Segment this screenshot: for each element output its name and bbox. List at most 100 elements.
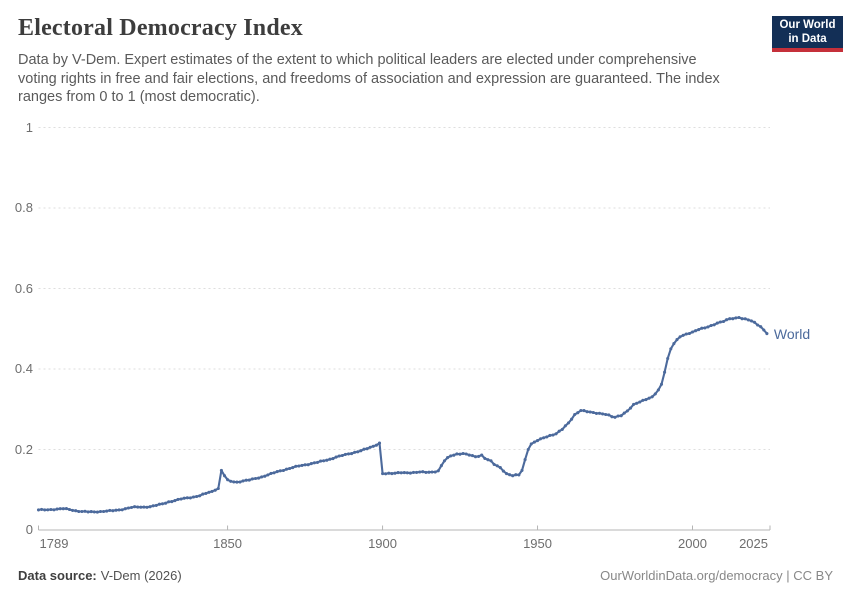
world-data-point[interactable] (95, 510, 99, 514)
world-data-point[interactable] (731, 317, 735, 321)
world-data-point[interactable] (294, 464, 298, 468)
world-data-point[interactable] (734, 316, 738, 320)
world-data-point[interactable] (117, 508, 121, 512)
world-data-point[interactable] (241, 479, 245, 483)
world-data-point[interactable] (80, 509, 84, 514)
world-data-point[interactable] (604, 412, 608, 417)
world-data-point[interactable] (625, 409, 629, 413)
world-data-point[interactable] (579, 408, 583, 413)
world-data-point[interactable] (644, 398, 648, 402)
world-series-line[interactable] (36, 315, 769, 514)
world-data-point[interactable] (411, 470, 416, 474)
world-data-point[interactable] (700, 326, 704, 330)
world-data-point[interactable] (377, 441, 382, 445)
world-data-point[interactable] (452, 453, 456, 457)
world-data-point[interactable] (356, 450, 360, 454)
world-data-point[interactable] (371, 444, 375, 448)
world-data-point[interactable] (164, 501, 168, 505)
world-data-point[interactable] (381, 472, 385, 476)
world-data-point[interactable] (232, 480, 236, 484)
world-data-point[interactable] (737, 315, 741, 320)
world-data-point[interactable] (721, 319, 726, 324)
world-data-point[interactable] (656, 388, 660, 392)
world-data-point[interactable] (108, 508, 112, 512)
world-data-point[interactable] (179, 497, 183, 501)
world-data-point[interactable] (706, 325, 710, 329)
world-data-point[interactable] (402, 471, 406, 475)
world-data-point[interactable] (601, 412, 605, 416)
world-data-point[interactable] (281, 468, 285, 473)
world-data-point[interactable] (647, 396, 651, 400)
world-data-point[interactable] (529, 442, 533, 446)
world-data-point[interactable] (526, 447, 530, 452)
world-data-point[interactable] (582, 409, 586, 413)
world-data-point[interactable] (690, 330, 695, 334)
world-data-point[interactable] (46, 508, 50, 512)
world-data-point[interactable] (743, 317, 747, 321)
world-data-point[interactable] (346, 452, 351, 456)
world-data-point[interactable] (470, 454, 474, 458)
world-data-point[interactable] (167, 500, 171, 504)
world-data-point[interactable] (405, 471, 409, 475)
world-data-point[interactable] (210, 489, 214, 493)
world-data-point[interactable] (585, 410, 589, 414)
world-data-point[interactable] (365, 447, 369, 451)
world-data-point[interactable] (746, 318, 750, 322)
world-data-point[interactable] (607, 413, 611, 417)
world-data-point[interactable] (594, 411, 598, 415)
world-data-point[interactable] (548, 433, 552, 437)
world-data-point[interactable] (523, 458, 527, 462)
world-data-point[interactable] (61, 507, 65, 511)
world-data-point[interactable] (458, 452, 462, 456)
world-data-point[interactable] (142, 505, 146, 509)
world-data-point[interactable] (291, 466, 295, 470)
world-data-point[interactable] (415, 470, 419, 474)
world-data-point[interactable] (198, 494, 202, 498)
world-data-point[interactable] (653, 392, 657, 396)
world-data-point[interactable] (504, 472, 509, 476)
world-data-point[interactable] (749, 319, 753, 323)
world-data-point[interactable] (185, 496, 189, 500)
world-data-point[interactable] (638, 400, 642, 404)
world-data-point[interactable] (105, 509, 109, 513)
world-data-point[interactable] (616, 414, 620, 418)
world-data-point[interactable] (337, 454, 341, 458)
world-data-point[interactable] (718, 320, 722, 324)
world-data-point[interactable] (442, 459, 447, 463)
world-data-point[interactable] (384, 472, 388, 476)
world-data-point[interactable] (619, 414, 623, 418)
world-data-point[interactable] (250, 477, 254, 481)
world-data-point[interactable] (663, 370, 667, 374)
world-data-point[interactable] (467, 453, 471, 457)
world-data-point[interactable] (477, 454, 481, 458)
world-data-point[interactable] (133, 505, 137, 509)
world-data-point[interactable] (260, 475, 264, 479)
world-data-point[interactable] (139, 505, 143, 509)
world-data-point[interactable] (136, 505, 140, 509)
world-data-point[interactable] (67, 507, 72, 512)
world-data-point[interactable] (188, 496, 192, 500)
world-data-point[interactable] (687, 331, 691, 336)
world-data-point[interactable] (247, 478, 251, 482)
world-data-point[interactable] (641, 398, 645, 402)
world-data-point[interactable] (315, 460, 320, 464)
world-data-point[interactable] (632, 402, 636, 406)
world-data-point[interactable] (635, 401, 639, 405)
world-data-point[interactable] (275, 470, 279, 474)
world-data-point[interactable] (238, 480, 242, 484)
world-data-point[interactable] (697, 328, 701, 332)
world-data-point[interactable] (672, 342, 676, 346)
world-data-point[interactable] (36, 508, 41, 512)
world-data-point[interactable] (297, 464, 301, 468)
world-data-point[interactable] (439, 464, 443, 468)
world-data-point[interactable] (222, 474, 227, 478)
world-data-point[interactable] (58, 507, 62, 511)
credit-link[interactable]: OurWorldinData.org/democracy | CC BY (600, 568, 833, 583)
world-data-point[interactable] (650, 395, 654, 399)
world-data-point[interactable] (148, 505, 152, 509)
world-data-point[interactable] (752, 320, 757, 324)
world-data-point[interactable] (473, 455, 478, 459)
world-data-point[interactable] (309, 462, 313, 466)
world-data-point[interactable] (610, 415, 614, 419)
world-data-point[interactable] (263, 474, 267, 478)
